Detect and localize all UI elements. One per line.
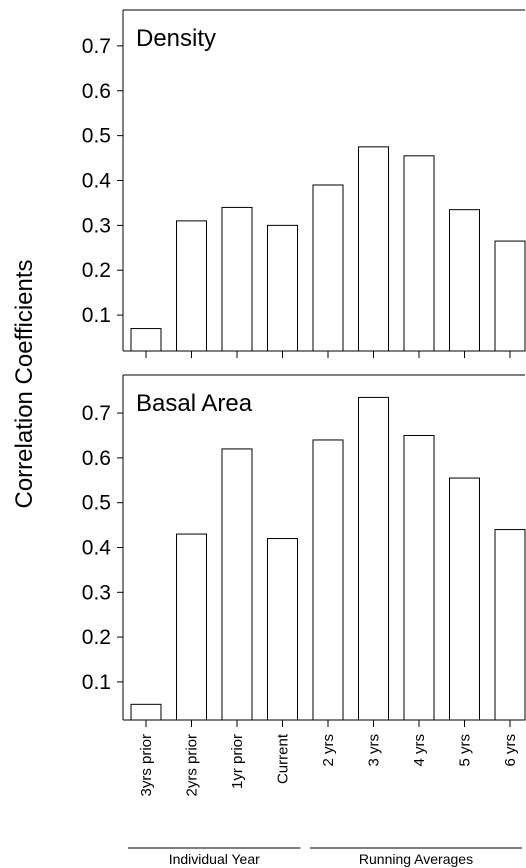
bar-7 [403, 155, 435, 352]
y-tick-label: 0.1 [82, 671, 111, 694]
x-tick-label: 1yr prior [229, 734, 246, 789]
group-2: Running Averages [310, 847, 522, 867]
y-axis-label: Correlation Coefficients [11, 259, 38, 508]
y-tick-label: 0.1 [82, 304, 111, 327]
panel-2: 0.1 0.2 0.3 0.4 0.5 0.6 0.7 Basal Area [82, 374, 526, 727]
bar-5 [312, 439, 344, 721]
category-groups: Individual Year Running Averages [128, 847, 522, 867]
y-tick-label: 0.3 [82, 214, 111, 237]
bar-4 [267, 224, 298, 352]
x-tick-label: 2yrs prior [184, 734, 201, 797]
x-tick-label: 3yrs prior [138, 734, 155, 797]
bar-2 [176, 533, 207, 721]
group-1: Individual Year [128, 847, 301, 867]
bar-2 [176, 220, 207, 352]
bar-1 [130, 328, 162, 352]
bar-9 [494, 529, 526, 721]
bar-7 [403, 434, 435, 721]
group-label: Individual Year [169, 851, 260, 867]
x-tick-label: 5 yrs [457, 734, 474, 767]
y-tick-label: 0.5 [82, 125, 111, 148]
panel-title: Density [136, 25, 216, 52]
x-tick-label: 6 yrs [502, 734, 519, 767]
y-tick-label: 0.4 [82, 537, 112, 560]
bar-5 [312, 184, 344, 352]
x-tick-label: Current [275, 733, 292, 784]
y-tick-label: 0.2 [82, 626, 111, 649]
bar-4 [267, 538, 298, 721]
bar-6 [358, 146, 389, 352]
x-tick-label: 2 yrs [320, 734, 337, 767]
group-label: Running Averages [359, 851, 473, 867]
y-tick-label: 0.6 [82, 80, 111, 103]
y-tick-label: 0.5 [82, 492, 111, 515]
panels-layer: 0.1 0.2 0.3 0.4 0.5 0.6 0.7 Density 0.1 0.2 0.3 0.4… [82, 9, 526, 797]
y-tick-label: 0.7 [82, 35, 111, 58]
y-tick-label: 0.3 [82, 581, 111, 604]
x-tick-label: 4 yrs [411, 734, 428, 767]
bar-8 [449, 209, 480, 352]
bar-1 [130, 703, 162, 721]
x-tick-label: 3 yrs [366, 734, 383, 767]
panel-title: Basal Area [136, 390, 253, 417]
bar-3 [221, 448, 253, 721]
y-tick-label: 0.4 [82, 170, 112, 193]
bar-3 [221, 206, 253, 352]
y-tick-label: 0.7 [82, 402, 111, 425]
bar-6 [358, 396, 389, 721]
bar-9 [494, 240, 526, 352]
panel-1: 0.1 0.2 0.3 0.4 0.5 0.6 0.7 Density [82, 9, 526, 358]
bar-8 [449, 477, 480, 721]
y-tick-label: 0.6 [82, 447, 111, 470]
y-tick-label: 0.2 [82, 259, 111, 282]
